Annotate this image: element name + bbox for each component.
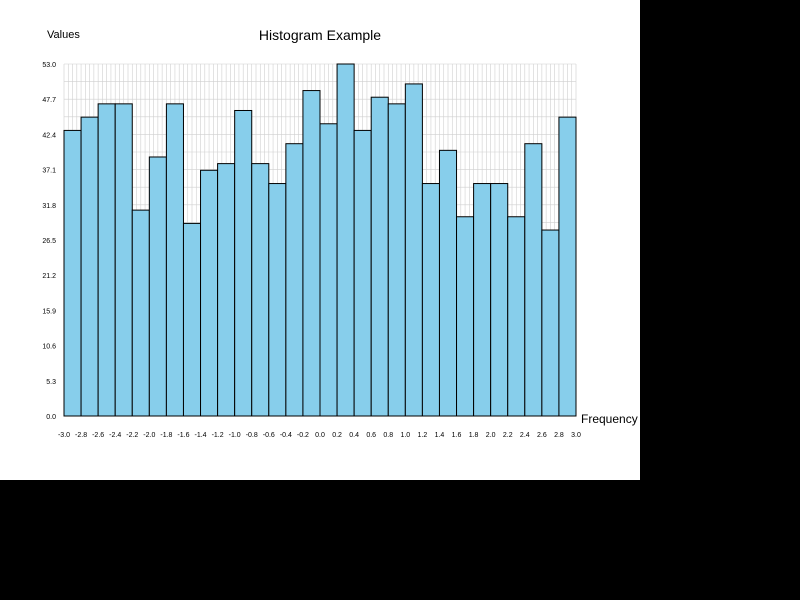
chart-canvas: 0.0 5.3 10.6 15.9 21.2 26.5 31.8 37.1 42.4 47.7 53… [0, 0, 640, 480]
histogram-bar [524, 143, 543, 417]
y-tick-label: 47.7 [42, 97, 56, 104]
x-tick-label: -2.6 [92, 432, 104, 439]
histogram-bar [302, 90, 321, 417]
y-tick-label: 42.4 [42, 132, 56, 139]
histogram-bar [336, 63, 355, 417]
x-tick-label: 3.0 [571, 432, 581, 439]
histogram-bar [404, 83, 423, 417]
x-tick-label: 2.0 [486, 432, 496, 439]
x-tick-label: 1.6 [452, 432, 462, 439]
y-axis-ticks: 0.0 5.3 10.6 15.9 21.2 26.5 31.8 37.1 42.4 47.7 53… [42, 62, 56, 421]
x-tick-label: -0.2 [297, 432, 309, 439]
histogram-bar [148, 156, 167, 417]
x-tick-label: -1.4 [195, 432, 207, 439]
histogram-bar [165, 103, 184, 417]
y-tick-label: 5.3 [46, 379, 56, 386]
x-tick-label: 2.6 [537, 432, 547, 439]
x-tick-label: -0.4 [280, 432, 292, 439]
x-tick-label: -1.2 [212, 432, 224, 439]
x-tick-label: 0.4 [349, 432, 359, 439]
x-tick-label: 1.2 [418, 432, 428, 439]
x-tick-label: -2.2 [126, 432, 138, 439]
histogram-bar [251, 163, 270, 417]
histogram-bar [387, 103, 406, 417]
x-tick-label: -0.6 [263, 432, 275, 439]
histogram-bars [63, 63, 577, 417]
x-tick-label: -2.4 [109, 432, 121, 439]
x-tick-label: -0.8 [246, 432, 258, 439]
histogram-bar [200, 169, 219, 417]
x-tick-label: -1.6 [177, 432, 189, 439]
histogram-bar [507, 216, 526, 417]
y-tick-label: 0.0 [46, 414, 56, 421]
x-tick-label: 0.8 [383, 432, 393, 439]
x-tick-label: 1.0 [400, 432, 410, 439]
x-tick-label: -2.0 [143, 432, 155, 439]
x-tick-label: -1.0 [229, 432, 241, 439]
histogram-bar [97, 103, 116, 417]
histogram-bar [268, 183, 287, 417]
y-axis-label: Values [47, 29, 80, 41]
histogram-bar [285, 143, 304, 417]
x-tick-label: 2.4 [520, 432, 530, 439]
x-tick-label: 0.2 [332, 432, 342, 439]
y-tick-label: 53.0 [42, 62, 56, 69]
y-tick-label: 21.2 [42, 273, 56, 280]
chart-title: Histogram Example [259, 27, 381, 43]
histogram-chart: 0.0 5.3 10.6 15.9 21.2 26.5 31.8 37.1 42.4 47.7 53… [42, 27, 638, 439]
y-tick-label: 37.1 [42, 168, 56, 175]
x-tick-label: -2.8 [75, 432, 87, 439]
histogram-bar [63, 129, 82, 417]
histogram-bar [319, 123, 338, 417]
histogram-bar [114, 103, 133, 417]
histogram-bar [234, 109, 253, 417]
y-tick-label: 31.8 [42, 203, 56, 210]
histogram-bar [217, 163, 236, 417]
y-tick-label: 10.6 [42, 344, 56, 351]
x-tick-label: 2.8 [554, 432, 564, 439]
x-axis-ticks: -3.0 -2.8 -2.6 -2.4 -2.2 -2.0 -1.8 -1.6 -1.4 -1.2… [58, 432, 581, 439]
x-tick-label: 2.2 [503, 432, 513, 439]
x-tick-label: 1.8 [469, 432, 479, 439]
histogram-bar [558, 116, 577, 417]
x-tick-label: -1.8 [160, 432, 172, 439]
histogram-bar [182, 222, 202, 417]
histogram-bar [421, 183, 440, 417]
histogram-bar [370, 96, 389, 417]
x-tick-label: 0.6 [366, 432, 376, 439]
histogram-bar [456, 216, 475, 417]
y-tick-label: 26.5 [42, 238, 56, 245]
x-tick-label: 0.0 [315, 432, 325, 439]
y-tick-label: 15.9 [42, 308, 56, 315]
x-tick-label: -3.0 [58, 432, 70, 439]
histogram-bar [80, 116, 99, 417]
x-axis-label: Frequency [581, 412, 638, 426]
histogram-bar [490, 183, 509, 417]
histogram-bar [473, 183, 492, 417]
histogram-bar [541, 229, 560, 417]
histogram-bar [438, 149, 458, 417]
histogram-bar [131, 209, 150, 417]
x-tick-label: 1.4 [435, 432, 445, 439]
histogram-bar [353, 129, 372, 417]
